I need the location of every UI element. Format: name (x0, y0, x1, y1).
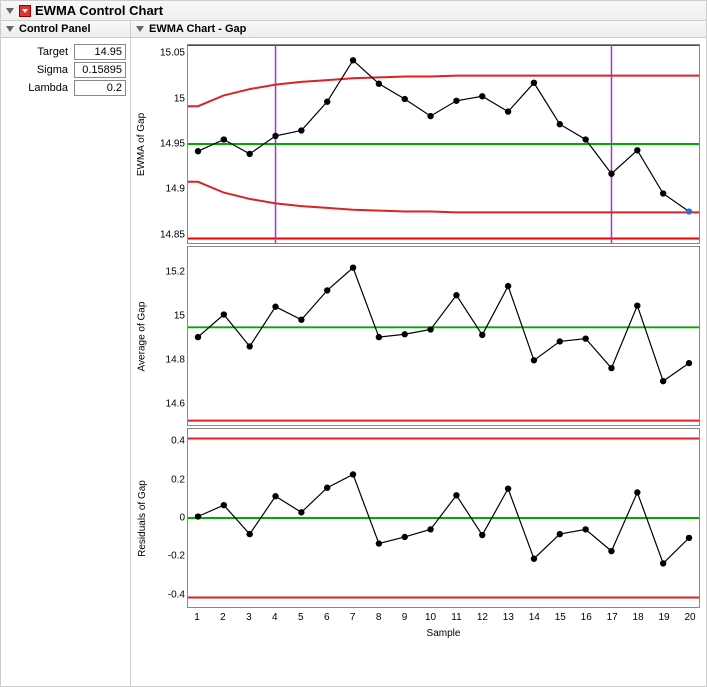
res-chart (187, 428, 700, 608)
disclosure-icon[interactable] (5, 6, 15, 16)
charts-area: EWMA of Gap 14.8514.914.951515.05 Averag… (131, 38, 706, 686)
lambda-input[interactable] (74, 80, 126, 96)
sigma-input[interactable] (74, 62, 126, 78)
main-titlebar: EWMA Control Chart (1, 1, 706, 21)
lambda-label: Lambda (28, 82, 68, 94)
control-panel: Target Sigma Lambda (1, 38, 131, 686)
control-panel-title: Control Panel (19, 23, 91, 35)
chart-title: EWMA Chart - Gap (149, 23, 246, 35)
res-ylabel: Residuals of Gap (133, 428, 151, 608)
main-title: EWMA Control Chart (35, 3, 163, 18)
disclosure-icon[interactable] (135, 24, 145, 34)
sigma-label: Sigma (37, 64, 68, 76)
target-label: Target (37, 46, 68, 58)
chart-header: EWMA Chart - Gap (131, 21, 706, 37)
ewma-chart (187, 44, 700, 244)
avg-ylabel: Average of Gap (133, 246, 151, 426)
disclosure-icon[interactable] (5, 24, 15, 34)
avg-chart (187, 246, 700, 426)
xaxis-label: Sample (187, 626, 700, 639)
target-input[interactable] (74, 44, 126, 60)
report-menu-icon[interactable] (19, 5, 31, 17)
control-panel-header: Control Panel (1, 21, 131, 37)
ewma-ylabel: EWMA of Gap (133, 44, 151, 244)
